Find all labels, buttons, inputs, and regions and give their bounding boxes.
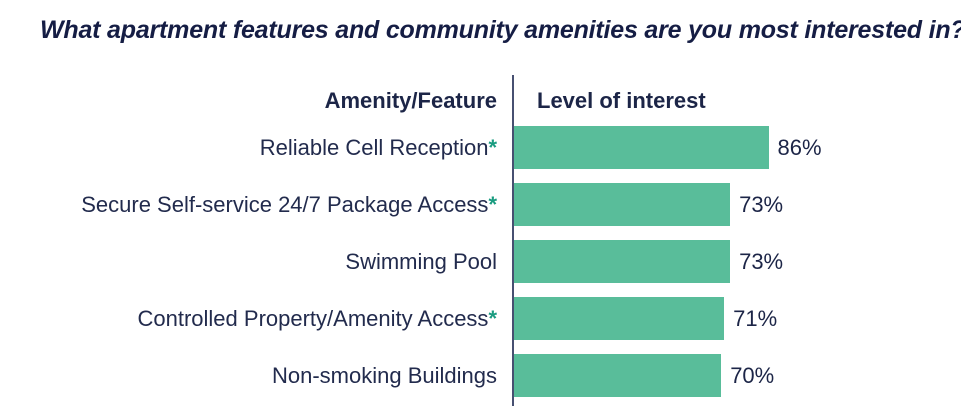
interest-column-header: Level of interest (537, 87, 706, 113)
row-label-cell: Controlled Property/Amenity Access * (0, 297, 512, 354)
value-label: 71% (733, 305, 778, 331)
row-label: Non-smoking Buildings (272, 362, 497, 388)
interest-bar (514, 126, 769, 169)
row-label-cell: Secure Self-service 24/7 Package Access * (0, 183, 512, 240)
interest-bar (514, 297, 725, 340)
interest-bar (514, 240, 731, 283)
amenity-label-column: Amenity/Feature Reliable Cell Reception *… (0, 75, 512, 406)
chart-row: 73% (514, 183, 961, 240)
row-label: Reliable Cell Reception (259, 134, 489, 160)
amenity-column-header: Amenity/Feature (324, 87, 497, 113)
row-label-cell: Swimming Pool (0, 240, 512, 297)
chart-title: What apartment features and community am… (40, 16, 961, 44)
interest-bar (514, 354, 722, 397)
value-label: 73% (739, 248, 784, 274)
interest-bar (514, 183, 731, 226)
chart-row: 70% (514, 354, 961, 397)
significance-asterisk: * (488, 305, 497, 331)
chart-row: 86% (514, 126, 961, 183)
significance-asterisk: * (488, 134, 497, 160)
bar-chart: Amenity/Feature Reliable Cell Reception *… (0, 75, 961, 406)
value-label: 70% (730, 362, 775, 388)
value-label: 73% (739, 191, 784, 217)
significance-asterisk: * (488, 191, 497, 217)
row-label-cell: Reliable Cell Reception * (0, 126, 512, 183)
interest-header-cell: Level of interest (514, 75, 961, 126)
amenity-header-cell: Amenity/Feature (0, 75, 512, 126)
row-label: Controlled Property/Amenity Access (137, 305, 489, 331)
chart-row: 71% (514, 297, 961, 354)
value-label: 86% (777, 134, 822, 160)
bar-column-with-axis-line: Level of interest 86% 73% 73% 71% 70% (512, 75, 961, 406)
chart-row: 73% (514, 240, 961, 297)
row-label: Secure Self-service 24/7 Package Access (81, 191, 489, 217)
row-label: Swimming Pool (345, 248, 497, 274)
row-label-cell: Non-smoking Buildings (0, 354, 512, 397)
axis-line-extension (514, 397, 961, 406)
